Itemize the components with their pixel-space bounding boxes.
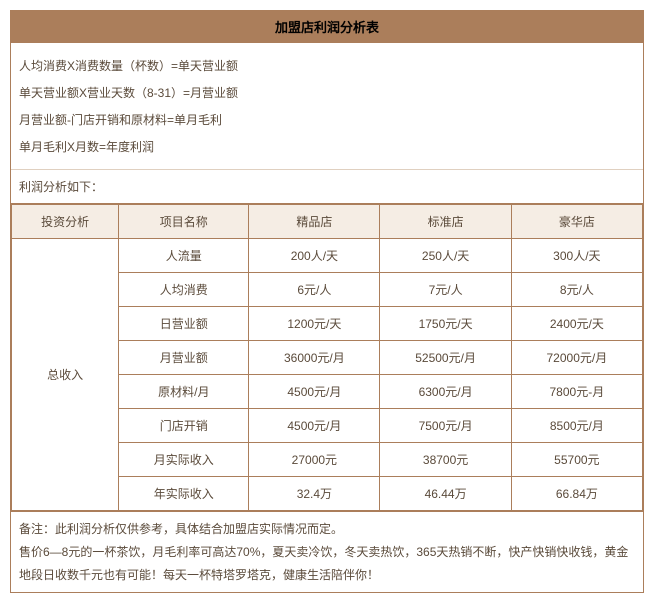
cell: 原材料/月 xyxy=(119,375,249,409)
formula-line: 月营业额-门店开销和原材料=单月毛利 xyxy=(19,111,635,128)
col-header: 项目名称 xyxy=(119,205,249,239)
col-header: 精品店 xyxy=(249,205,380,239)
cell: 300人/天 xyxy=(511,239,642,273)
cell: 8元/人 xyxy=(511,273,642,307)
cell: 7元/人 xyxy=(380,273,511,307)
note-block: 备注：此利润分析仅供参考，具体结合加盟店实际情况而定。 售价6—8元的一杯茶饮，… xyxy=(11,511,643,592)
cell: 月营业额 xyxy=(119,341,249,375)
cell: 250人/天 xyxy=(380,239,511,273)
cell: 200人/天 xyxy=(249,239,380,273)
table-title: 加盟店利润分析表 xyxy=(11,11,643,43)
formula-block: 人均消费X消费数量（杯数）=单天营业额 单天营业额X营业天数（8-31）=月营业… xyxy=(11,43,643,170)
cell: 门店开销 xyxy=(119,409,249,443)
cell: 6300元/月 xyxy=(380,375,511,409)
cell: 72000元/月 xyxy=(511,341,642,375)
formula-line: 单月毛利X月数=年度利润 xyxy=(19,138,635,155)
formula-line: 单天营业额X营业天数（8-31）=月营业额 xyxy=(19,84,635,101)
note-line: 备注：此利润分析仅供参考，具体结合加盟店实际情况而定。 xyxy=(19,518,635,541)
profit-table: 投资分析 项目名称 精品店 标准店 豪华店 总收入 人流量 200人/天 250… xyxy=(11,204,643,511)
subheading: 利润分析如下： xyxy=(11,170,643,204)
cell: 7800元-月 xyxy=(511,375,642,409)
cell: 27000元 xyxy=(249,443,380,477)
cell: 2400元/天 xyxy=(511,307,642,341)
cell: 36000元/月 xyxy=(249,341,380,375)
col-header: 豪华店 xyxy=(511,205,642,239)
cell: 月实际收入 xyxy=(119,443,249,477)
col-header: 标准店 xyxy=(380,205,511,239)
cell: 6元/人 xyxy=(249,273,380,307)
cell: 52500元/月 xyxy=(380,341,511,375)
cell: 8500元/月 xyxy=(511,409,642,443)
formula-line: 人均消费X消费数量（杯数）=单天营业额 xyxy=(19,57,635,74)
profit-table-container: 加盟店利润分析表 人均消费X消费数量（杯数）=单天营业额 单天营业额X营业天数（… xyxy=(10,10,644,593)
cell: 38700元 xyxy=(380,443,511,477)
table-header-row: 投资分析 项目名称 精品店 标准店 豪华店 xyxy=(12,205,643,239)
col-header: 投资分析 xyxy=(12,205,119,239)
cell: 32.4万 xyxy=(249,477,380,511)
cell: 4500元/月 xyxy=(249,409,380,443)
cell: 46.44万 xyxy=(380,477,511,511)
cell: 年实际收入 xyxy=(119,477,249,511)
cell: 66.84万 xyxy=(511,477,642,511)
note-line: 售价6—8元的一杯茶饮，月毛利率可高达70%，夏天卖冷饮，冬天卖热饮，365天热… xyxy=(19,541,635,587)
cell: 1200元/天 xyxy=(249,307,380,341)
cell: 日营业额 xyxy=(119,307,249,341)
table-row: 总收入 人流量 200人/天 250人/天 300人/天 xyxy=(12,239,643,273)
cell: 7500元/月 xyxy=(380,409,511,443)
group-label: 总收入 xyxy=(12,239,119,511)
cell: 1750元/天 xyxy=(380,307,511,341)
cell: 4500元/月 xyxy=(249,375,380,409)
cell: 人流量 xyxy=(119,239,249,273)
cell: 55700元 xyxy=(511,443,642,477)
cell: 人均消费 xyxy=(119,273,249,307)
